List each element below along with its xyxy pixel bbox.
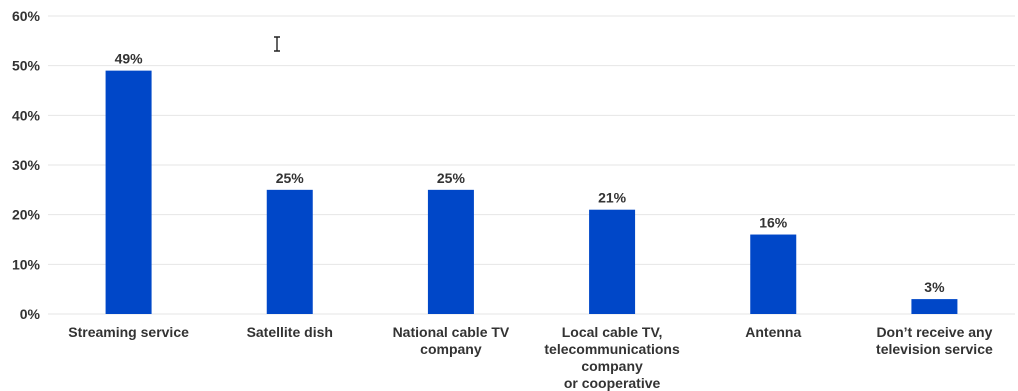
bar [589,209,636,314]
y-tick-label: 50% [12,58,41,74]
y-tick-label: 10% [12,256,41,272]
category-label: Local cable TV, telecommunications company… [544,324,680,391]
y-tick-label: 60% [12,8,41,24]
category-label: Satellite dish [247,324,333,340]
bars [105,70,958,314]
y-tick-label: 30% [12,157,41,173]
bar [105,70,152,314]
bar [427,189,474,314]
category-label: Streaming service [68,324,189,340]
bar [750,234,797,314]
data-label: 3% [924,279,945,295]
category-label: Antenna [745,324,801,340]
y-tick-label: 40% [12,107,41,123]
x-axis-categories: Streaming service Satellite dish National … [68,324,993,391]
data-label: 49% [115,51,144,67]
bar [266,189,313,314]
text-cursor-icon [274,36,280,52]
data-label: 25% [437,170,466,186]
category-label: National cable TV company [393,324,510,357]
y-tick-label: 20% [12,207,41,223]
data-label: 16% [759,215,788,231]
data-label: 21% [598,190,627,206]
data-labels: 49% 25% 25% 21% 16% 3% [115,51,946,295]
gridlines [48,15,1015,315]
category-label: Don’t receive any television service [876,324,993,357]
y-tick-label: 0% [20,306,41,322]
bar [911,299,958,314]
y-axis-ticks: 0% 10% 20% 30% 40% 50% 60% [12,8,41,322]
data-label: 25% [276,170,305,186]
